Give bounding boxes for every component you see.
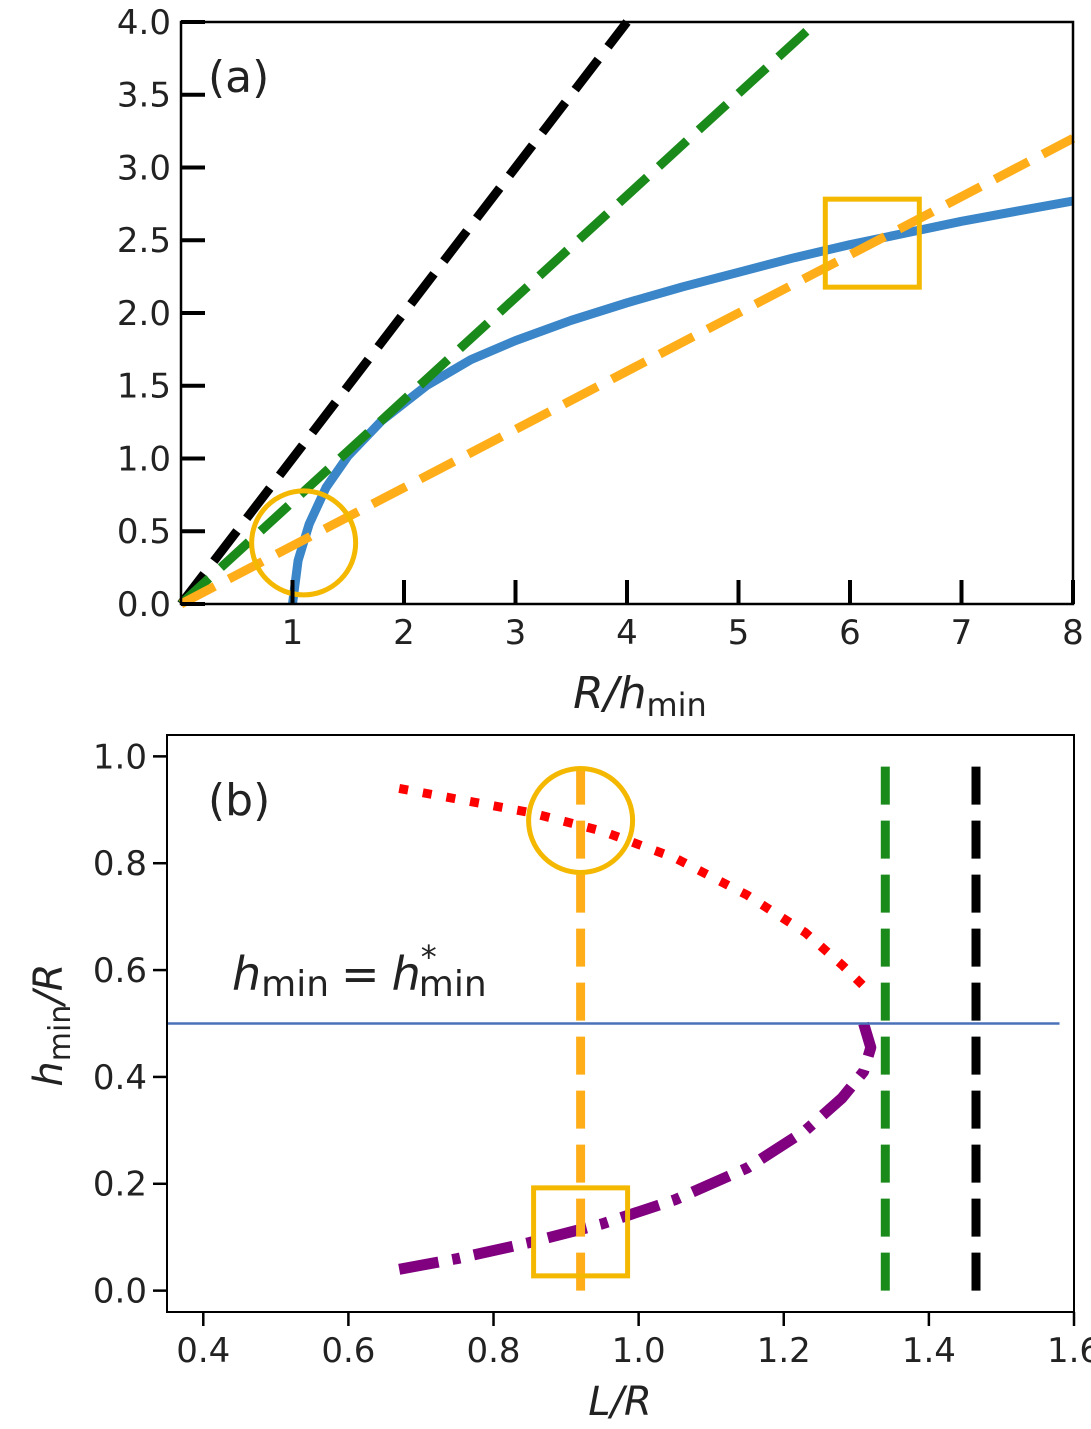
- a-xtick-label: 6: [839, 613, 861, 653]
- panel-b-frame: [166, 734, 1075, 1313]
- b-ytick-label: 0.8: [93, 844, 147, 884]
- panel-a-series: [177, 18, 1076, 608]
- a-ytick-label: 0.5: [117, 512, 171, 552]
- panel-b-xlabel: L/R: [588, 1379, 652, 1425]
- b-xtick-label: 1.2: [757, 1331, 811, 1371]
- b-xtick-label: 1.6: [1047, 1331, 1091, 1371]
- b-intersection-square: [531, 1185, 631, 1279]
- a-ytick-label: 2.0: [117, 294, 171, 334]
- a-xtick-label: 7: [951, 613, 973, 653]
- panel-b: 0.4 0.6 0.8 1.0 1.2 1.4 1.6 0.0 0.2 0.4 0.6 0.8 1.0…: [26, 734, 1091, 1425]
- b-xtick-label: 0.8: [466, 1331, 520, 1371]
- a-ytick-label: 1.5: [117, 367, 171, 407]
- a-xtick-label: 8: [1062, 613, 1084, 653]
- panel-b-series: [167, 756, 1060, 1291]
- a-solution-curve-line: [288, 196, 1074, 605]
- a-orange-dashed-line: [178, 134, 1076, 608]
- a-ytick-label: 2.5: [117, 221, 171, 261]
- b-ytick-label: 1.0: [93, 737, 147, 777]
- a-intersection-square: [822, 196, 922, 290]
- b-ytick-label: 0.2: [93, 1165, 147, 1205]
- a-intersection-circle: [249, 488, 359, 598]
- a-xtick-label: 5: [728, 613, 750, 653]
- a-ytick-label: 0.0: [117, 585, 171, 625]
- panel-a-markers: [249, 196, 922, 598]
- b-ytick-label: 0.4: [93, 1058, 147, 1098]
- a-ytick-label: 4.0: [117, 3, 171, 43]
- a-black-dashed-line: [177, 19, 631, 607]
- panel-a-y-ticks: 0.0 0.5 1.0 1.5 2.0 2.5 3.0 3.5 4.0: [117, 3, 205, 625]
- a-xtick-label: 1: [282, 613, 304, 653]
- a-xtick-label: 2: [393, 613, 415, 653]
- panel-b-x-ticks: 0.4 0.6 0.8 1.0 1.2 1.4 1.6: [176, 1312, 1091, 1371]
- b-xtick-label: 1.4: [902, 1331, 956, 1371]
- panel-a-xlabel: R/hmin: [573, 668, 707, 724]
- b-ytick-label: 0.0: [93, 1272, 147, 1312]
- a-xtick-label: 3: [505, 613, 527, 653]
- a-green-dashed-line: [177, 18, 820, 608]
- a-xtick-label: 4: [616, 613, 638, 653]
- panel-a-x-ticks: 1 2 3 4 5 6 7 8: [282, 580, 1084, 653]
- b-lower-branch-line: [398, 1021, 877, 1275]
- critical-annotation: hmin = h* min: [232, 938, 487, 1005]
- panel-b-ylabel: hmin/R: [26, 963, 78, 1086]
- panel-a-label: (a): [208, 52, 269, 103]
- panel-b-markers: [526, 765, 636, 1279]
- b-ytick-label: 0.6: [93, 951, 147, 991]
- a-ytick-label: 3.5: [117, 76, 171, 116]
- a-ytick-label: 3.0: [117, 148, 171, 188]
- b-xtick-label: 0.6: [321, 1331, 375, 1371]
- b-xtick-label: 1.0: [612, 1331, 666, 1371]
- panel-b-y-ticks: 0.0 0.2 0.4 0.6 0.8 1.0: [93, 737, 167, 1312]
- b-intersection-circle: [526, 765, 636, 875]
- panel-b-label: (b): [208, 775, 270, 826]
- b-xtick-label: 0.4: [176, 1331, 230, 1371]
- a-ytick-label: 1.0: [117, 439, 171, 479]
- panel-a: 1 2 3 4 5 6 7 8 0.0 0.5 1.0 1.5 2.0 2.5 3.0 3.5 4.0 (a)…: [117, 3, 1084, 724]
